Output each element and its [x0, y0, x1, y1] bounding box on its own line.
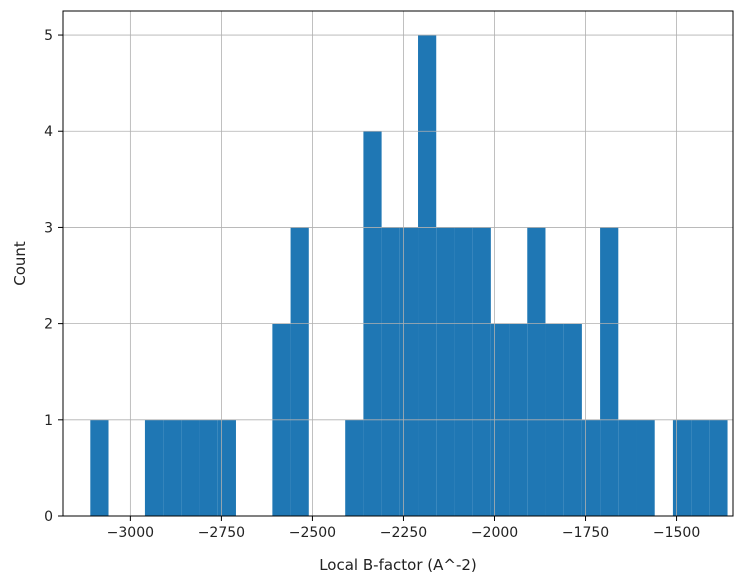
x-tick-label: −2500	[289, 525, 336, 541]
histogram-bar	[600, 227, 619, 516]
plot-frame	[62, 10, 734, 517]
histogram-bar	[418, 35, 437, 517]
histogram-bar	[399, 227, 419, 516]
histogram-bar	[709, 419, 728, 516]
x-tick-labels: −3000 −2750 −2500 −2250 −2000 −1750 −1500	[107, 525, 701, 541]
x-axis-label: Local B-factor (A^-2)	[319, 556, 477, 574]
y-tick-label: 4	[44, 124, 53, 140]
x-tick-label: −2250	[380, 525, 427, 541]
histogram-bar	[381, 227, 400, 516]
x-tick-label: −1500	[653, 525, 700, 541]
x-tick-label: −1750	[562, 525, 609, 541]
histogram-bar	[636, 419, 655, 516]
histogram-bar	[181, 419, 200, 516]
histogram-bar	[290, 227, 309, 516]
histogram-bar	[90, 419, 109, 516]
histogram-bar	[618, 419, 637, 516]
y-tick-label: 1	[44, 413, 53, 429]
histogram-bar	[199, 419, 218, 516]
y-tick-label: 5	[44, 28, 53, 44]
histogram-bar	[436, 227, 455, 516]
histogram-bar	[217, 419, 236, 516]
x-tick-label: −2750	[198, 525, 245, 541]
histogram-bar	[691, 419, 710, 516]
histogram-bar	[527, 227, 546, 516]
y-axis-label: Count	[11, 241, 29, 286]
histogram-bars	[63, 11, 733, 517]
histogram-bar	[144, 419, 164, 516]
y-tick-label: 3	[44, 220, 53, 236]
y-tick-label: 2	[44, 317, 53, 333]
y-tick-label: 0	[44, 509, 53, 525]
histogram-bar	[472, 227, 491, 516]
tick-marks	[58, 34, 678, 521]
histogram-bar	[454, 227, 473, 516]
y-tick-labels: 0 1 2 3 4 5	[44, 28, 53, 525]
x-tick-label: −3000	[107, 525, 154, 541]
histogram-bar	[163, 419, 182, 516]
histogram-bar	[672, 419, 692, 516]
histogram-bar	[345, 419, 364, 516]
x-tick-label: −2000	[471, 525, 518, 541]
histogram-bar	[581, 419, 601, 516]
